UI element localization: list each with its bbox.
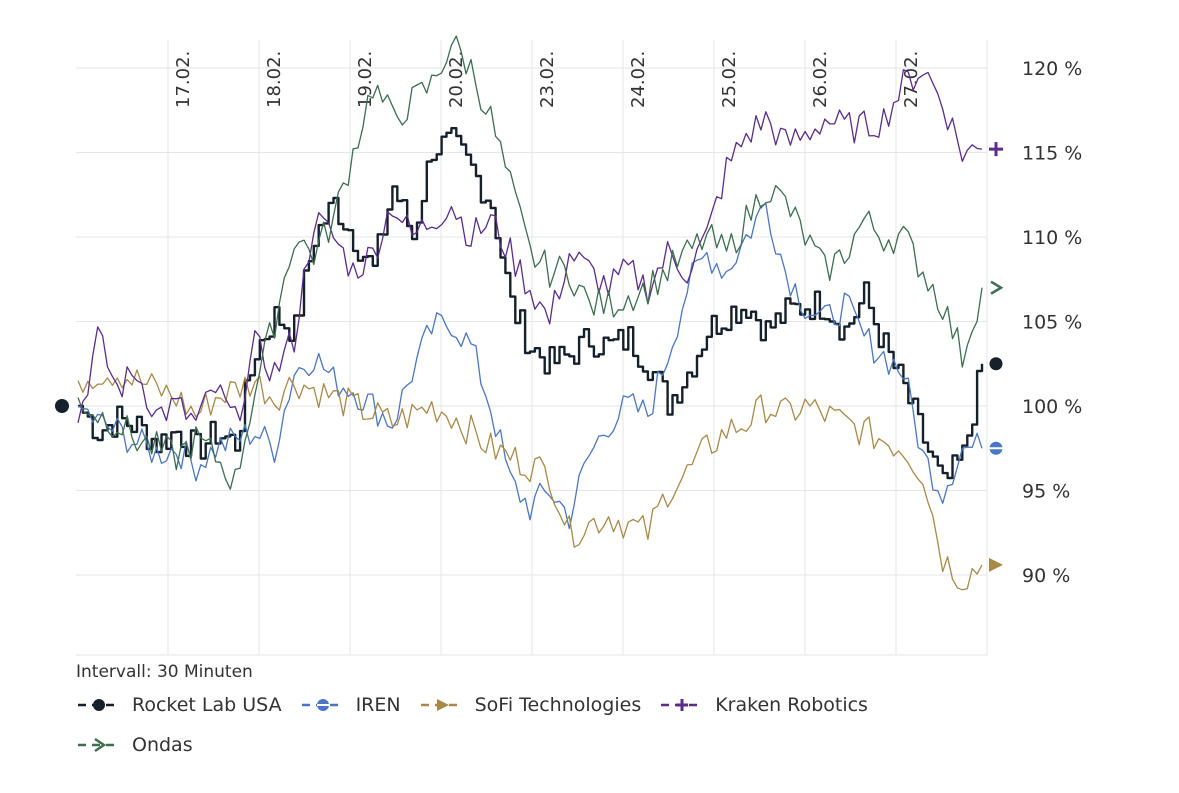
series-end-marker: [989, 557, 1003, 572]
x-tick-label: 20.02.: [446, 51, 467, 108]
series-lines: [77, 35, 984, 591]
legend-label: Rocket Lab USA: [132, 694, 282, 716]
legend-label: IREN: [355, 694, 401, 716]
legend-item[interactable]: Rocket Lab USA: [76, 690, 282, 720]
series-line: [77, 35, 983, 490]
x-tick-label: 19.02.: [355, 51, 376, 108]
legend-label: Kraken Robotics: [715, 694, 868, 716]
y-axis-labels: 90 % 95 % 100 % 105 % 110 % 115 % 120 %: [1022, 58, 1082, 587]
interval-label: Intervall: 30 Minuten: [76, 662, 253, 682]
x-tick-label: 23.02.: [537, 51, 558, 108]
legend-symbol: [661, 699, 704, 711]
legend: Rocket Lab USA IREN SoFi Technologies Krake…: [76, 690, 976, 770]
series-end-marker: [989, 441, 1003, 455]
y-tick-label: 120 %: [1022, 58, 1082, 80]
x-tick-label: 26.02.: [810, 51, 831, 108]
legend-label: Ondas: [132, 734, 193, 756]
series-end-marker: [989, 357, 1003, 371]
legend-symbol: [78, 699, 120, 711]
series-end-marker: [990, 280, 1004, 295]
legend-symbol: [78, 737, 120, 753]
x-axis-labels: 17.02. 18.02. 19.02. 20.02. 23.02. 24.02. 25.0…: [173, 51, 922, 108]
grid: [76, 40, 988, 656]
legend-symbol: [420, 699, 463, 711]
y-tick-label: 100 %: [1022, 396, 1082, 418]
series-line: [77, 69, 983, 424]
legend-item[interactable]: Ondas: [76, 730, 193, 760]
legend-item[interactable]: SoFi Technologies: [419, 690, 642, 720]
series-line: [77, 369, 983, 591]
y-tick-label: 110 %: [1022, 227, 1082, 249]
series-end-markers: [989, 142, 1004, 572]
series-line: [77, 202, 983, 530]
y-tick-label: 90 %: [1022, 565, 1070, 587]
series-line: [78, 126, 984, 480]
start-marker: [55, 399, 69, 413]
legend-label: SoFi Technologies: [474, 694, 642, 716]
x-tick-label: 18.02.: [264, 51, 285, 108]
y-tick-label: 95 %: [1022, 481, 1070, 503]
x-tick-label: 17.02.: [173, 51, 194, 108]
x-tick-label: 24.02.: [628, 51, 649, 108]
line-chart: 17.02. 18.02. 19.02. 20.02. 23.02. 24.02. 25.0…: [55, 35, 1082, 656]
y-tick-label: 115 %: [1022, 143, 1082, 165]
series-end-marker: [989, 142, 1003, 157]
x-tick-label: 27.02.: [901, 51, 922, 108]
legend-item[interactable]: Kraken Robotics: [659, 690, 868, 720]
y-tick-label: 105 %: [1022, 312, 1082, 334]
x-tick-label: 25.02.: [719, 51, 740, 108]
legend-item[interactable]: IREN: [300, 690, 401, 720]
legend-symbol: [301, 699, 344, 711]
